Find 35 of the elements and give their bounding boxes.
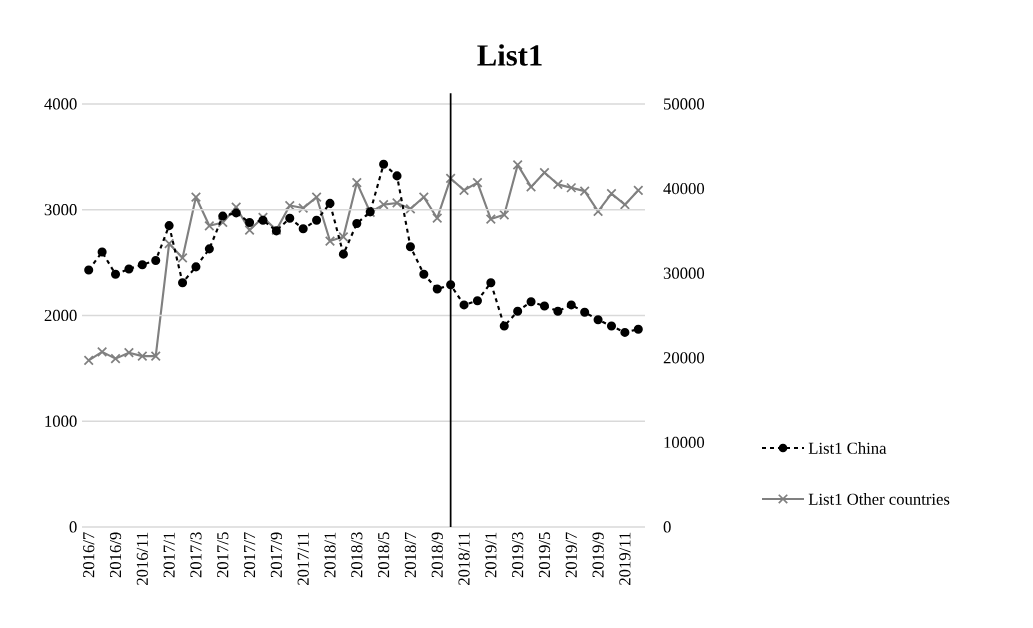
- x-tick-label: 2018/11: [458, 532, 470, 585]
- x-tick-label: 2016/9: [109, 532, 122, 578]
- x-tick-label: 2019/5: [538, 532, 551, 578]
- y2-tick-label: 30000: [663, 267, 705, 279]
- y2-tick-label: 20000: [663, 352, 705, 364]
- x-tick-label: 2017/7: [243, 532, 256, 578]
- x-tick-label: 2017/3: [190, 532, 202, 578]
- x-tick-label: 2019/3: [512, 532, 524, 578]
- y-tick-label: 1000: [45, 415, 77, 427]
- x-tick-label: 2017/11: [297, 532, 309, 585]
- y-tick-label: 4000: [44, 98, 77, 110]
- x-tick-label: 2017/5: [217, 532, 229, 578]
- x-tick-label: 2016/11: [136, 532, 148, 585]
- x-tick-label: 2016/7: [83, 532, 95, 578]
- chart-title: List1: [477, 44, 542, 66]
- y2-tick-label: 50000: [664, 98, 705, 110]
- y2-tick-label: 40000: [663, 182, 705, 195]
- x-tick-label: 2019/7: [565, 532, 577, 578]
- x-tick-label: 2018/9: [431, 532, 443, 578]
- y2-tick-label: 0: [663, 521, 671, 533]
- legend-label: List1 China: [808, 442, 887, 454]
- y-tick-label: 2000: [44, 309, 77, 322]
- x-tick-label: 2019/9: [592, 532, 604, 578]
- x-tick-label: 2018/1: [324, 532, 336, 578]
- x-tick-label: 2017/1: [163, 532, 175, 578]
- x-tick-label: 2019/1: [485, 532, 497, 578]
- legend-label: List1 Other countries: [808, 493, 950, 505]
- x-tick-label: 2018/5: [377, 532, 390, 578]
- x-tick-label: 2019/11: [619, 532, 631, 585]
- y-tick-label: 3000: [44, 204, 77, 216]
- y2-tick-label: 10000: [664, 436, 705, 449]
- x-tick-label: 2017/9: [270, 532, 282, 578]
- y-tick-label: 0: [69, 521, 77, 533]
- x-tick-label: 2018/7: [404, 532, 417, 578]
- x-tick-label: 2018/3: [351, 532, 363, 578]
